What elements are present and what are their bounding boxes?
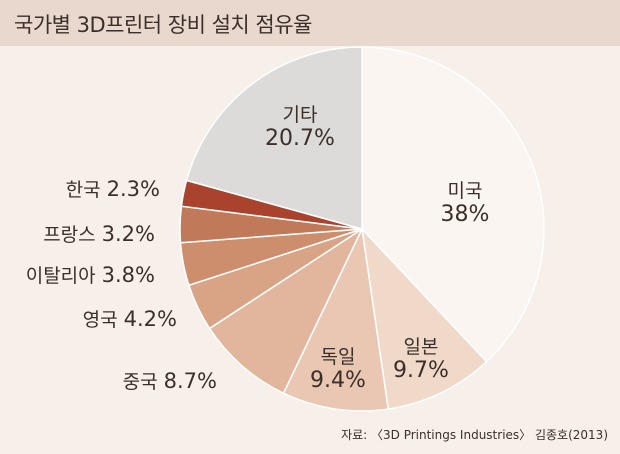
chart-title: 국가별 3D프린터 장비 설치 점유율	[14, 13, 312, 37]
label-일본-name: 일본	[403, 336, 439, 358]
source-note: 자료: 〈3D Printings Industries〉 김종호(2013)	[341, 428, 608, 442]
label-이탈리아-value: 3.8%	[101, 263, 155, 287]
pie-chart	[179, 46, 545, 412]
label-기타: 기타 20.7%	[255, 104, 345, 152]
title-bar: 국가별 3D프린터 장비 설치 점유율	[0, 0, 620, 46]
label-프랑스: 프랑스 3.2%	[43, 220, 155, 247]
label-중국-value: 8.7%	[163, 369, 217, 393]
label-미국: 미국 38%	[430, 180, 500, 228]
label-독일-value: 9.4%	[310, 368, 366, 393]
label-독일-name: 독일	[320, 346, 356, 368]
label-기타-value: 20.7%	[265, 126, 335, 151]
pie-slice-일본	[360, 226, 488, 410]
label-독일: 독일 9.4%	[303, 346, 373, 394]
label-중국-name: 중국	[122, 371, 158, 393]
label-이탈리아: 이탈리아 3.8%	[26, 261, 155, 288]
label-영국-name: 영국	[82, 309, 118, 331]
label-일본-value: 9.7%	[393, 358, 449, 383]
label-일본: 일본 9.7%	[386, 336, 456, 384]
label-미국-name: 미국	[447, 180, 483, 202]
label-기타-name: 기타	[282, 104, 318, 126]
label-한국: 한국 2.3%	[66, 175, 160, 202]
label-중국: 중국 8.7%	[123, 367, 217, 394]
label-영국-value: 4.2%	[123, 307, 177, 331]
label-미국-value: 38%	[440, 202, 490, 227]
chart-area: 미국 38% 일본 9.7% 독일 9.4% 기타 20.7% 한국 2.3% 프…	[0, 46, 620, 454]
label-이탈리아-name: 이탈리아	[25, 265, 96, 287]
pie-slice-미국	[361, 46, 545, 363]
label-프랑스-value: 3.2%	[101, 222, 155, 246]
label-한국-name: 한국	[65, 179, 101, 201]
pie-slice-독일	[282, 226, 390, 412]
pie-slice-기타	[185, 46, 363, 230]
label-프랑스-name: 프랑스	[43, 224, 96, 246]
label-영국: 영국 4.2%	[83, 305, 177, 332]
label-한국-value: 2.3%	[106, 177, 160, 201]
pie-slice-중국	[208, 226, 364, 395]
